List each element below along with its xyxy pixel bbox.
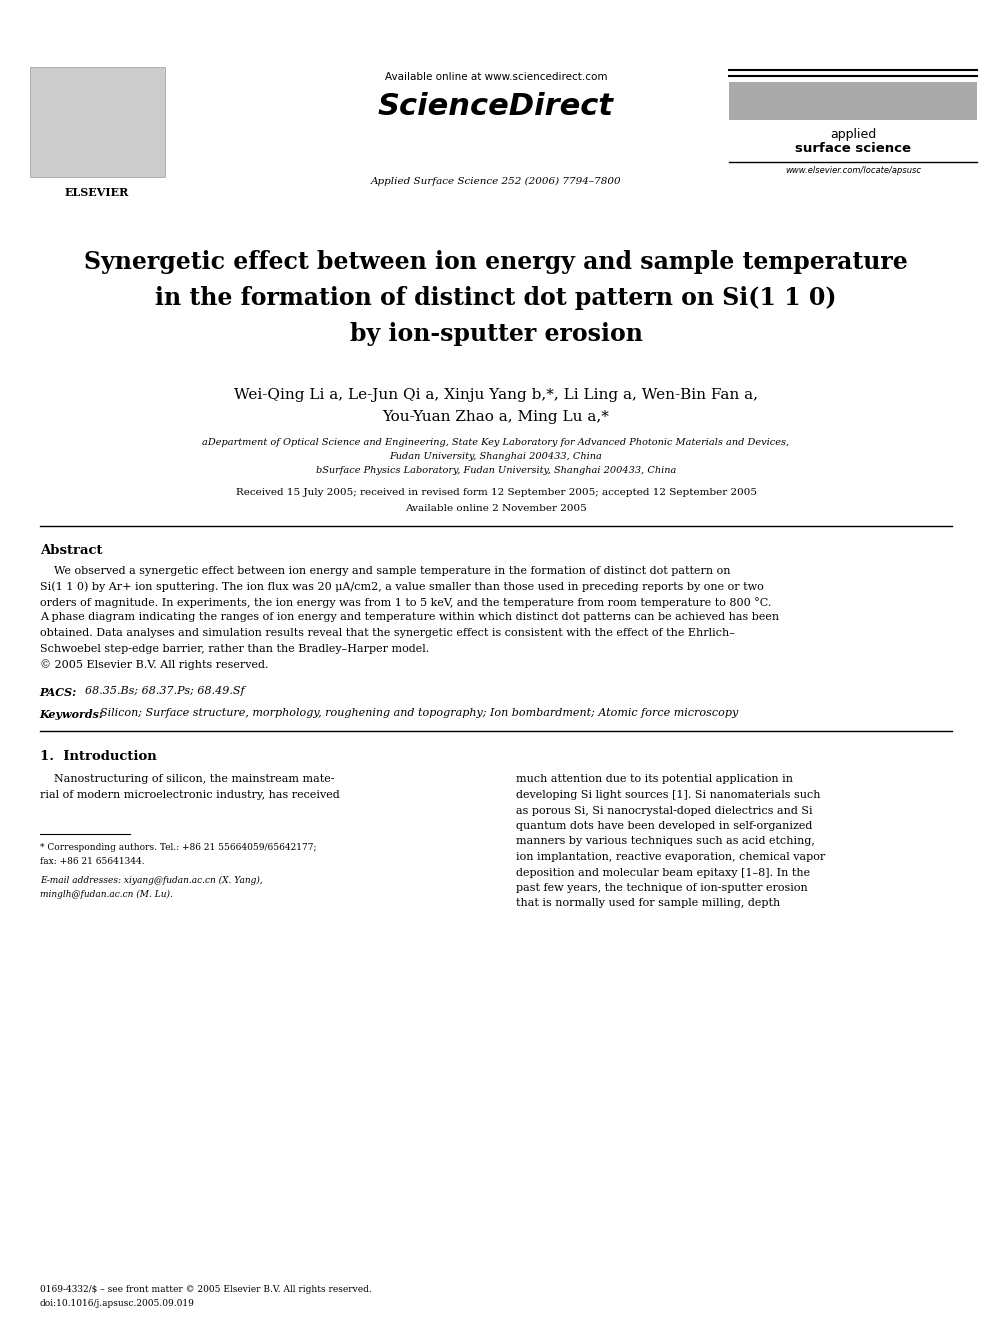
Text: Received 15 July 2005; received in revised form 12 September 2005; accepted 12 S: Received 15 July 2005; received in revis… [235,488,757,497]
Text: Wei-Qing Li a, Le-Jun Qi a, Xinju Yang b,*, Li Ling a, Wen-Bin Fan a,: Wei-Qing Li a, Le-Jun Qi a, Xinju Yang b… [234,388,758,402]
Bar [729,82,977,120]
Text: Silicon; Surface structure, morphology, roughening and topography; Ion bombardme: Silicon; Surface structure, morphology, … [92,709,738,718]
Text: rial of modern microelectronic industry, has received: rial of modern microelectronic industry,… [40,790,339,800]
Text: bSurface Physics Laboratory, Fudan University, Shanghai 200433, China: bSurface Physics Laboratory, Fudan Unive… [315,466,677,475]
Text: quantum dots have been developed in self-organized: quantum dots have been developed in self… [516,822,812,831]
Text: Fudan University, Shanghai 200433, China: Fudan University, Shanghai 200433, China [390,452,602,460]
Text: applied: applied [830,128,876,142]
Text: © 2005 Elsevier B.V. All rights reserved.: © 2005 Elsevier B.V. All rights reserved… [40,659,268,669]
Text: PACS:: PACS: [40,687,77,697]
Text: ScienceDirect: ScienceDirect [378,93,614,120]
Text: much attention due to its potential application in: much attention due to its potential appl… [516,774,793,785]
Text: Applied Surface Science 252 (2006) 7794–7800: Applied Surface Science 252 (2006) 7794–… [371,177,621,187]
Text: 68.35.Bs; 68.37.Ps; 68.49.Sf: 68.35.Bs; 68.37.Ps; 68.49.Sf [77,687,244,696]
Text: Available online 2 November 2005: Available online 2 November 2005 [405,504,587,513]
Text: orders of magnitude. In experiments, the ion energy was from 1 to 5 keV, and the: orders of magnitude. In experiments, the… [40,597,771,607]
Text: E-mail addresses: xiyang@fudan.ac.cn (X. Yang),: E-mail addresses: xiyang@fudan.ac.cn (X.… [40,876,263,885]
Text: * Corresponding authors. Tel.: +86 21 55664059/65642177;: * Corresponding authors. Tel.: +86 21 55… [40,844,316,852]
Bar [30,67,165,177]
Text: as porous Si, Si nanocrystal-doped dielectrics and Si: as porous Si, Si nanocrystal-doped diele… [516,806,812,815]
Text: Synergetic effect between ion energy and sample temperature: Synergetic effect between ion energy and… [84,250,908,274]
Text: doi:10.1016/j.apsusc.2005.09.019: doi:10.1016/j.apsusc.2005.09.019 [40,1299,194,1308]
Text: Si(1 1 0) by Ar+ ion sputtering. The ion flux was 20 μA/cm2, a value smaller tha: Si(1 1 0) by Ar+ ion sputtering. The ion… [40,582,764,593]
Text: ELSEVIER: ELSEVIER [64,187,129,198]
Text: fax: +86 21 65641344.: fax: +86 21 65641344. [40,857,144,867]
Text: obtained. Data analyses and simulation results reveal that the synergetic effect: obtained. Data analyses and simulation r… [40,628,734,638]
Text: developing Si light sources [1]. Si nanomaterials such: developing Si light sources [1]. Si nano… [516,790,820,800]
Text: Nanostructuring of silicon, the mainstream mate-: Nanostructuring of silicon, the mainstre… [40,774,334,785]
Text: that is normally used for sample milling, depth: that is normally used for sample milling… [516,898,780,909]
Text: Abstract: Abstract [40,544,102,557]
Text: 1.  Introduction: 1. Introduction [40,750,157,763]
Text: You-Yuan Zhao a, Ming Lu a,*: You-Yuan Zhao a, Ming Lu a,* [383,410,609,423]
Text: deposition and molecular beam epitaxy [1–8]. In the: deposition and molecular beam epitaxy [1… [516,868,809,877]
Text: Available online at www.sciencedirect.com: Available online at www.sciencedirect.co… [385,71,607,82]
Text: Keywords:: Keywords: [40,709,104,720]
Text: aDepartment of Optical Science and Engineering, State Key Laboratory for Advance: aDepartment of Optical Science and Engin… [202,438,790,447]
Text: by ion-sputter erosion: by ion-sputter erosion [349,321,643,347]
Text: 0169-4332/$ – see front matter © 2005 Elsevier B.V. All rights reserved.: 0169-4332/$ – see front matter © 2005 El… [40,1285,371,1294]
Text: in the formation of distinct dot pattern on Si(1 1 0): in the formation of distinct dot pattern… [156,286,836,310]
Text: surface science: surface science [796,142,911,155]
Text: past few years, the technique of ion-sputter erosion: past few years, the technique of ion-spu… [516,882,807,893]
Text: We observed a synergetic effect between ion energy and sample temperature in the: We observed a synergetic effect between … [40,566,730,576]
Text: minglh@fudan.ac.cn (M. Lu).: minglh@fudan.ac.cn (M. Lu). [40,889,173,898]
Text: www.elsevier.com/locate/apsusc: www.elsevier.com/locate/apsusc [785,165,922,175]
Text: A phase diagram indicating the ranges of ion energy and temperature within which: A phase diagram indicating the ranges of… [40,613,779,623]
Text: ion implantation, reactive evaporation, chemical vapor: ion implantation, reactive evaporation, … [516,852,825,863]
Text: Schwoebel step-edge barrier, rather than the Bradley–Harper model.: Schwoebel step-edge barrier, rather than… [40,643,429,654]
Text: manners by various techniques such as acid etching,: manners by various techniques such as ac… [516,836,814,847]
